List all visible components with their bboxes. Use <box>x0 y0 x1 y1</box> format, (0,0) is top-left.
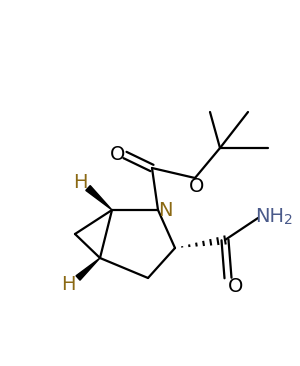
Text: O: O <box>228 276 244 295</box>
Text: N: N <box>158 202 172 220</box>
Text: O: O <box>189 176 205 195</box>
Text: H: H <box>61 276 75 295</box>
Polygon shape <box>86 186 112 210</box>
Polygon shape <box>76 258 100 280</box>
Text: H: H <box>73 172 87 191</box>
Text: NH: NH <box>256 206 284 225</box>
Text: O: O <box>110 145 126 164</box>
Text: 2: 2 <box>284 213 292 227</box>
